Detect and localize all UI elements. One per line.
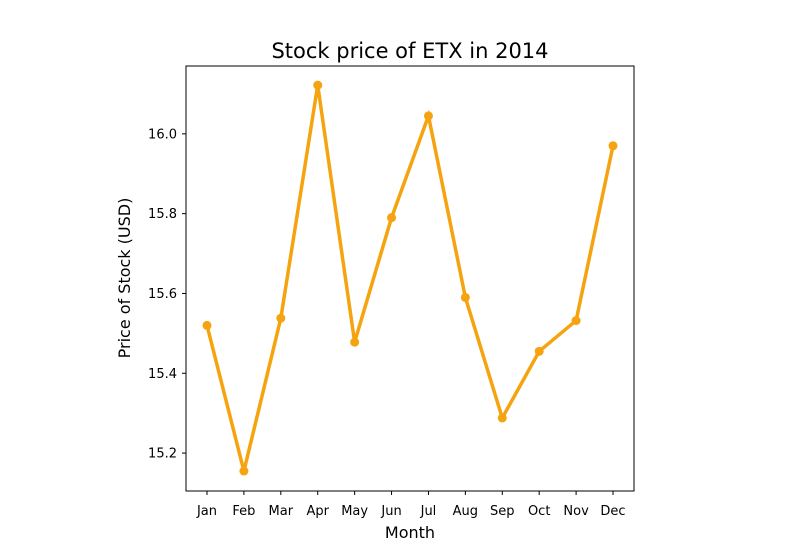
x-tick-label: Dec (600, 504, 625, 519)
data-point-apr (313, 81, 322, 90)
data-point-jul (424, 111, 433, 120)
data-point-sep (498, 413, 507, 422)
y-axis: 15.2 15.4 15.6 15.8 16.0 (148, 127, 186, 461)
data-point-nov (572, 316, 581, 325)
y-tick-label: 15.4 (148, 367, 177, 382)
y-tick-label: 16.0 (148, 127, 177, 142)
y-axis-label: Price of Stock (USD) (115, 198, 134, 359)
data-point-oct (535, 347, 544, 356)
data-point-feb (239, 467, 248, 476)
x-tick-label: Jun (380, 504, 401, 519)
y-tick-label: 15.6 (148, 287, 177, 302)
data-points (203, 81, 618, 476)
x-tick-label: Aug (453, 504, 478, 519)
y-tick-label: 15.8 (148, 207, 177, 222)
x-axis: Jan Feb Mar Apr May Jun Jul Aug Sep Oct Nov Dec (196, 491, 626, 519)
x-tick-label: Jul (420, 504, 437, 519)
x-tick-label: Nov (563, 504, 589, 519)
data-point-jan (203, 321, 212, 330)
x-tick-label: Sep (490, 504, 515, 519)
x-tick-label: Jan (196, 504, 217, 519)
x-tick-label: Apr (306, 504, 329, 519)
y-tick-label: 15.2 (148, 447, 177, 462)
x-tick-label: Feb (232, 504, 255, 519)
data-point-may (350, 338, 359, 347)
data-point-aug (461, 293, 470, 302)
chart-title: Stock price of ETX in 2014 (271, 39, 548, 63)
x-tick-label: May (341, 504, 368, 519)
x-tick-label: Oct (528, 504, 550, 519)
series-line (207, 85, 613, 471)
x-axis-label: Month (385, 523, 435, 542)
data-point-jun (387, 213, 396, 222)
data-point-mar (276, 314, 285, 323)
data-point-dec (609, 141, 618, 150)
x-tick-label: Mar (269, 504, 294, 519)
